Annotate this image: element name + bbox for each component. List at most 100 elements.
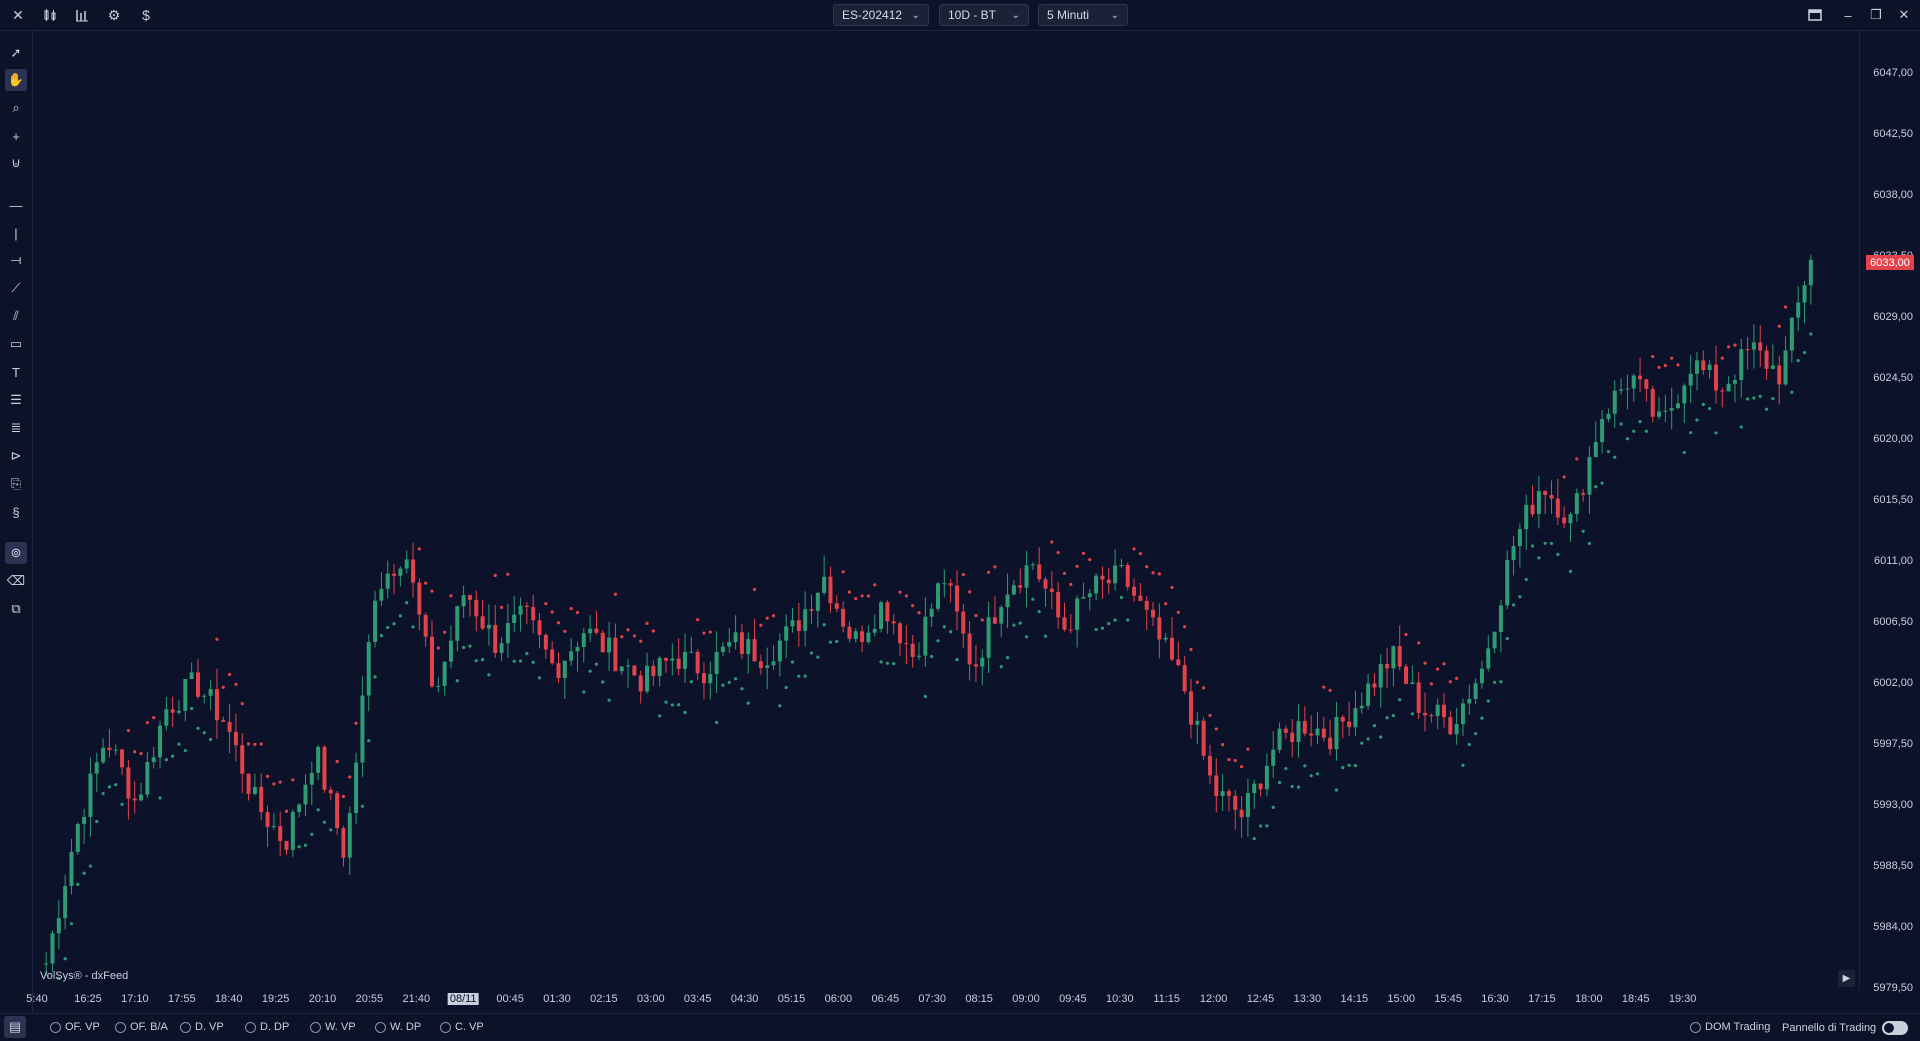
layers-icon[interactable]: ⧉ [11,601,21,616]
chart-option[interactable]: D. VP [180,1021,224,1033]
time-label: 01:30 [543,993,571,1005]
sar-dot [360,804,365,808]
rectangle-icon[interactable]: ▭ [9,336,23,351]
crosshair-icon[interactable]: + [12,128,20,144]
price-axis[interactable]: 6047,006042,506038,006033,506029,006024,… [1859,31,1920,994]
restore-icon[interactable]: ❐ [1870,7,1882,22]
candle-body [1612,390,1617,414]
candle-body [1429,715,1434,717]
sar-dot [379,633,383,638]
candle-body [347,813,352,858]
vertical-line-icon[interactable]: | [14,225,18,241]
candle-body [1264,765,1269,790]
magnet-icon[interactable]: ⊍ [11,155,21,170]
sar-dot [1752,396,1756,400]
sar-dot [183,749,187,753]
cursor-icon[interactable]: ➚ [10,45,22,60]
sar-dot [1638,419,1642,424]
candle-body [1517,529,1522,547]
dollar-icon[interactable]: $ [142,7,150,23]
candle-body [1245,793,1250,818]
levels-icon[interactable]: ≣ [10,420,22,435]
interval-dropdown[interactable]: 5 Minuti ⌄ [1038,4,1128,26]
sar-dot [961,572,965,577]
candles-icon[interactable] [40,5,60,25]
sar-dot [1385,716,1389,720]
hand-icon[interactable]: ✋ [5,69,27,91]
dom-trading-option[interactable]: DOM Trading [1690,1021,1770,1033]
pitchfork-icon[interactable]: ⊳ [10,448,22,463]
interval-value: 5 Minuti [1047,8,1090,22]
eraser-icon[interactable]: ⌫ [6,573,26,588]
scroll-right-icon[interactable]: ▶ [1838,970,1855,987]
candle-body [1068,629,1073,631]
close-icon[interactable]: ✕ [12,6,24,23]
gear-icon[interactable]: ⚙ [107,6,121,23]
panel-icon[interactable]: ▤ [4,1016,26,1038]
sar-dot [746,701,750,705]
candle-body [815,592,820,611]
candle-body [189,672,194,679]
chart-option[interactable]: W. VP [310,1021,356,1033]
candle-body [297,804,302,812]
volume-profile-icon[interactable]: § [12,504,20,520]
chart-option[interactable]: C. VP [440,1021,484,1033]
radio-icon [375,1021,386,1033]
candle-body [1157,617,1162,640]
layout-icon[interactable] [1805,5,1825,25]
sar-dot [696,618,700,622]
candle-body [151,757,156,762]
sar-dot [936,639,940,643]
range-dropdown[interactable]: 10D - BT ⌄ [939,4,1029,26]
ray-icon[interactable]: ⟞ [10,252,22,267]
sar-dot [1632,429,1636,433]
text-icon[interactable]: T [12,364,20,380]
radio-icon [440,1021,451,1033]
candle-body [891,621,896,624]
sar-dot [462,645,466,650]
sar-dot [1202,686,1206,690]
trendline-icon[interactable]: ⟋ [11,280,21,295]
candle-body [1106,579,1111,584]
sar-dot [341,794,346,799]
candle-body [746,639,751,654]
bars-icon[interactable] [72,5,92,25]
magnet-snap-icon[interactable]: ⊚ [5,542,27,564]
candle-body [1359,705,1364,709]
sar-dot [1081,551,1086,555]
sar-dot [398,614,402,618]
sar-dot [1733,343,1737,347]
chart-option[interactable]: OF. VP [50,1021,100,1033]
candle-body [1258,783,1263,790]
minimize-icon[interactable]: – [1844,7,1852,23]
sar-dot [1176,610,1180,615]
symbol-dropdown[interactable]: ES-202412 ⌄ [833,4,929,26]
candle-body [1037,564,1042,580]
time-axis[interactable]: 5:40 16:25 17:10 17:55 18:40 19:25 20:10 20:55 2… [26,990,1859,1010]
profile-icon[interactable]: ⎘ [10,476,22,491]
candle-body [271,826,276,828]
channel-icon[interactable]: ⫽ [13,308,19,323]
radio-icon [115,1021,126,1033]
price-chart[interactable] [33,31,1859,1007]
sar-dot [227,672,232,677]
fibonacci-icon[interactable]: ☰ [10,392,22,407]
sar-dot [999,665,1003,669]
horizontal-line-icon[interactable]: — [9,197,23,213]
candle-body [493,624,498,653]
chart-option[interactable]: OF. B/A [115,1021,168,1033]
chart-option[interactable]: W. DP [375,1021,421,1033]
sar-dot [335,759,339,764]
price-label: 5993,00 [1873,799,1913,811]
trading-panel-toggle[interactable]: Pannello di Trading [1782,1021,1909,1035]
chevron-down-icon: ⌄ [911,9,920,21]
sar-dot [1157,572,1161,576]
chart-option[interactable]: D. DP [245,1021,289,1033]
candle-body [1682,385,1687,404]
zoom-icon[interactable]: ⌕ [12,100,20,115]
toggle-switch[interactable] [1882,1021,1909,1035]
sar-dot [1208,713,1212,718]
candle-body [1138,595,1143,601]
candle-body [1195,720,1200,725]
window-close-icon[interactable]: ✕ [1898,7,1910,22]
